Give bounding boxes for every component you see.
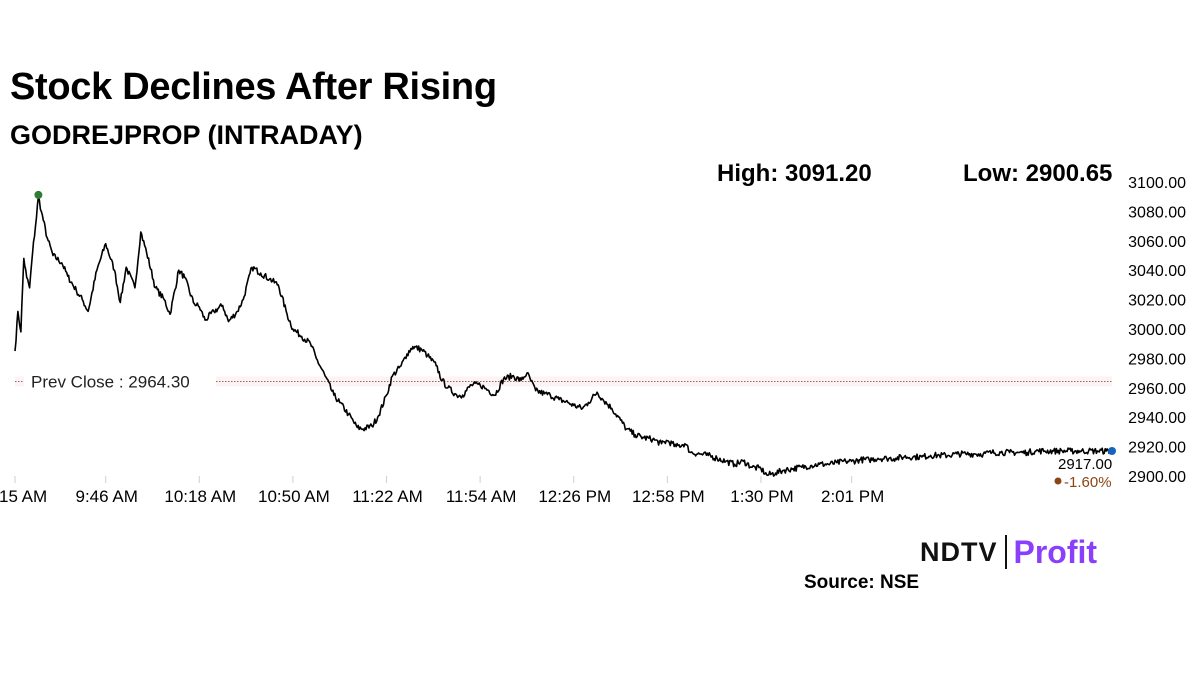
chart-title: Stock Declines After Rising xyxy=(10,66,497,108)
x-tick-label: 2:01 PM xyxy=(821,487,884,506)
x-tick-label: 10:18 AM xyxy=(164,487,236,506)
y-tick-label: 3040.00 xyxy=(1128,263,1186,280)
y-tick-label: 2920.00 xyxy=(1128,440,1186,457)
x-tick-label: 12:58 PM xyxy=(632,487,705,506)
price-series-line xyxy=(14,195,1113,477)
source-note: Source: NSE xyxy=(804,572,920,593)
x-tick-label: 11:54 AM xyxy=(446,487,517,506)
y-tick-label: 3080.00 xyxy=(1128,204,1186,221)
current-price-label: 2917.00 xyxy=(1058,456,1112,473)
prev-close-label-bg xyxy=(24,369,216,392)
y-tick-label: 3000.00 xyxy=(1128,322,1186,339)
logo-divider xyxy=(1004,535,1007,569)
high-value-label: High: 3091.20 xyxy=(717,160,872,187)
logo-ndtv-text: NDTV xyxy=(920,536,998,567)
x-tick-label: 9:46 AM xyxy=(75,487,137,506)
x-tick-label: 11:22 AM xyxy=(352,487,423,506)
prev-close-band xyxy=(15,376,1112,387)
current-label-bg xyxy=(1052,455,1120,493)
y-tick-label: 2940.00 xyxy=(1128,410,1186,427)
current-price-marker xyxy=(1108,447,1116,456)
prev-close-label: Prev Close : 2964.30 xyxy=(31,372,190,391)
y-tick-label: 3100.00 xyxy=(1128,175,1186,192)
y-tick-label: 3060.00 xyxy=(1128,234,1186,251)
logo-profit-text: Profit xyxy=(1013,533,1098,570)
y-tick-label: 2980.00 xyxy=(1128,351,1186,368)
x-tick-label: 9:15 AM xyxy=(0,487,47,506)
x-axis: 9:15 AM 9:46 AM 10:18 AM 10:50 AM 11:22 AM 11… xyxy=(0,476,884,506)
prev-close-reference: Prev Close : 2964.30 xyxy=(15,369,1112,392)
y-tick-label: 2960.00 xyxy=(1128,381,1186,398)
x-tick-label: 10:50 AM xyxy=(258,487,330,506)
y-axis: 3100.00 3080.00 3060.00 3040.00 3020.00 3000.… xyxy=(1128,175,1186,486)
change-down-icon xyxy=(1054,477,1062,485)
x-tick-label: 1:30 PM xyxy=(730,487,793,506)
plot-area: 2917.00-1.60% xyxy=(14,190,1120,493)
y-tick-label: 3020.00 xyxy=(1128,293,1186,310)
y-tick-label: 2900.00 xyxy=(1128,469,1186,486)
x-tick-label: 12:26 PM xyxy=(538,487,611,506)
ndtv-profit-logo: NDTV Profit xyxy=(920,532,1097,572)
change-percent-label: -1.60% xyxy=(1064,474,1112,491)
high-marker xyxy=(34,190,43,199)
chart-subtitle: GODREJPROP (INTRADAY) xyxy=(10,120,363,150)
low-value-label: Low: 2900.65 xyxy=(963,160,1113,187)
